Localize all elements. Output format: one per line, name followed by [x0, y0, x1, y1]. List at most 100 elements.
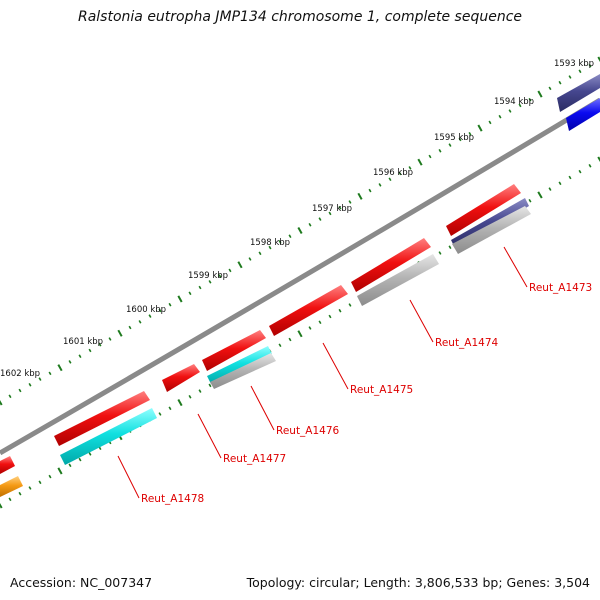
major-tick-mark [477, 124, 483, 132]
minor-tick-mark [28, 486, 32, 490]
major-tick-mark [417, 158, 423, 166]
minor-tick-mark [518, 103, 522, 108]
callout-line-reut-a1473 [503, 246, 528, 288]
scale-labels: 1593 kbp 1594 kbp 1595 kbp 1596 kbp 1597… [0, 59, 594, 379]
minor-tick-mark [578, 69, 582, 74]
minor-tick-mark [278, 240, 282, 244]
minor-tick-mark [208, 280, 212, 284]
gene-label-reut-a1475: Reut_A1475 [350, 384, 413, 396]
minor-tick-mark [148, 314, 152, 318]
minor-tick-mark [8, 394, 12, 399]
minor-tick-mark [18, 388, 22, 393]
minor-tick-mark [468, 132, 472, 136]
minor-tick-mark [18, 491, 22, 496]
major-tick-mark [297, 330, 303, 338]
scale-label-1596: 1596 kbp [373, 168, 413, 178]
red-gene [446, 184, 521, 236]
callout-line-reut-a1474 [409, 299, 434, 343]
minor-tick-mark [568, 75, 572, 79]
minor-tick-mark [8, 497, 12, 502]
minor-tick-mark [398, 171, 402, 176]
major-tick-mark [57, 364, 63, 372]
minor-tick-mark [278, 343, 282, 348]
minor-tick-mark [558, 181, 562, 186]
major-tick-mark [537, 191, 543, 199]
minor-tick-mark [188, 291, 192, 296]
minor-tick-mark [528, 198, 532, 203]
minor-tick-mark [98, 342, 102, 347]
minor-tick-mark [48, 474, 52, 479]
major-tick-mark [357, 192, 363, 200]
orange-feature [0, 476, 23, 497]
major-tick-mark [57, 467, 63, 475]
scale-label-1602: 1602 kbp [0, 369, 40, 379]
minor-tick-mark [448, 245, 452, 249]
inner-features [0, 198, 531, 497]
minor-tick-mark [128, 325, 132, 330]
scale-label-1601: 1601 kbp [63, 337, 103, 347]
minor-tick-mark [28, 383, 32, 387]
major-tick-mark [0, 399, 3, 406]
scale-label-1594: 1594 kbp [494, 97, 534, 107]
minor-tick-mark [68, 463, 72, 468]
minor-tick-mark [328, 314, 332, 319]
gray-feature [452, 206, 531, 254]
minor-tick-mark [208, 383, 212, 388]
minor-tick-mark [88, 452, 92, 456]
red-gene [162, 364, 200, 392]
cyan-feature [207, 346, 272, 384]
minor-tick-mark [138, 320, 142, 324]
scale-label-1597: 1597 kbp [312, 204, 352, 214]
gray-feature [357, 254, 439, 306]
scale-label-1600: 1600 kbp [126, 305, 166, 315]
minor-tick-mark [38, 377, 42, 381]
chromosome-backbone [0, 97, 600, 456]
major-tick-mark [597, 156, 600, 162]
minor-tick-mark [488, 120, 492, 125]
minor-tick-mark [548, 187, 552, 191]
gene-labels: Reut_A1473 Reut_A1474 Reut_A1475 Reut_A1… [141, 282, 592, 505]
gene-label-reut-a1474: Reut_A1474 [435, 337, 499, 349]
outer-features [0, 74, 600, 474]
minor-tick-mark [588, 164, 592, 168]
minor-tick-mark [508, 109, 512, 113]
minor-tick-mark [338, 205, 342, 210]
blue-feature [566, 98, 600, 131]
scale-label-1598: 1598 kbp [250, 238, 290, 248]
minor-tick-mark [288, 234, 292, 238]
minor-tick-mark [348, 303, 352, 307]
major-tick-mark [297, 227, 303, 234]
callout-line-reut-a1476 [250, 385, 275, 431]
minor-tick-mark [368, 188, 372, 193]
minor-tick-mark [38, 480, 42, 485]
minor-tick-mark [258, 251, 262, 256]
minor-tick-mark [218, 274, 222, 278]
minor-tick-mark [408, 166, 412, 170]
minor-tick-mark [318, 320, 322, 325]
minor-tick-mark [268, 245, 272, 250]
minor-tick-mark [198, 285, 202, 290]
minor-tick-mark [438, 149, 442, 153]
minor-tick-mark [188, 395, 192, 399]
minor-tick-mark [198, 389, 202, 393]
minor-tick-mark [228, 268, 232, 273]
gene-label-reut-a1473: Reut_A1473 [529, 282, 592, 294]
gene-label-reut-a1478: Reut_A1478 [141, 493, 204, 505]
navy-feature [557, 74, 600, 112]
major-tick-mark [597, 56, 600, 63]
red-gene [0, 456, 15, 474]
minor-tick-mark [558, 80, 562, 85]
accession-text: Accession: NC_007347 [10, 575, 153, 590]
minor-tick-mark [338, 308, 342, 313]
callout-line-reut-a1475 [322, 342, 349, 390]
minor-tick-mark [458, 137, 462, 142]
minor-tick-mark [438, 251, 442, 255]
scale-label-1595: 1595 kbp [434, 133, 474, 143]
minor-tick-mark [158, 412, 162, 416]
minor-tick-mark [78, 354, 82, 358]
red-gene [54, 391, 150, 446]
major-tick-mark [177, 295, 183, 303]
minor-tick-mark [378, 183, 382, 187]
callout-line-reut-a1477 [197, 413, 222, 459]
scale-label-1593: 1593 kbp [554, 59, 594, 69]
